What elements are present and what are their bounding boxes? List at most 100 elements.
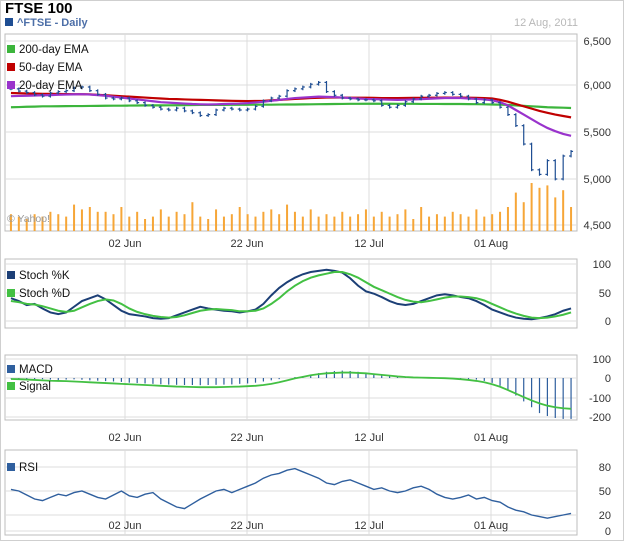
signal-line (10, 371, 572, 410)
volume-bar (286, 204, 289, 231)
volume-bar (183, 214, 186, 231)
volume-bar (65, 216, 68, 231)
volume-bar (522, 202, 525, 231)
y-axis-labels: 6,500 6,000 5,500 5,000 4,500 100 50 0 100 0 -100 -… (583, 36, 611, 538)
ema-line-2 (10, 93, 572, 137)
panel-frames (4, 33, 578, 536)
y-tick-label: 100 (593, 354, 611, 366)
x-tick-label: 12 Jul (354, 238, 383, 250)
volume-bar (562, 190, 565, 231)
legend-swatch-icon (7, 63, 15, 71)
legend-swatch-icon (7, 463, 15, 471)
volume-bar (167, 216, 170, 231)
x-tick-label: 12 Jul (354, 432, 383, 444)
x-tick-label: 22 Jun (230, 432, 263, 444)
legend-swatch-icon (7, 365, 15, 373)
rsi-line (10, 467, 572, 519)
volume-bar (325, 214, 328, 231)
macd-panel (10, 370, 572, 419)
volume-bar (333, 216, 336, 231)
y-tick-label: 0 (605, 526, 611, 538)
volume-bars (9, 183, 573, 231)
volume-bar (120, 207, 123, 231)
legend-label: MACD (19, 364, 53, 376)
volume-bar (88, 207, 91, 231)
ema-lines (10, 91, 572, 137)
volume-bar (570, 207, 573, 231)
volume-bar (459, 214, 462, 231)
legend-label: RSI (19, 462, 38, 474)
panel-rsi (4, 449, 578, 536)
volume-bar (396, 214, 399, 231)
volume-bar (104, 211, 107, 231)
volume-bar (546, 185, 549, 231)
y-tick-label: 6,500 (583, 36, 611, 48)
volume-bar (17, 216, 20, 231)
ticker-swatch-icon (5, 18, 13, 26)
volume-bar (428, 216, 431, 231)
volume-bar (80, 209, 83, 231)
volume-bar (33, 214, 36, 231)
volume-bar (357, 214, 360, 231)
x-tick-label: 01 Aug (474, 238, 508, 250)
volume-bar (222, 216, 225, 231)
volume-bar (207, 219, 210, 231)
legend-label: 50-day EMA (19, 62, 83, 74)
legend-swatch-icon (7, 289, 15, 297)
legend-swatch-icon (7, 271, 15, 279)
x-tick-label: 02 Jun (108, 520, 141, 532)
x-tick-label: 22 Jun (230, 238, 263, 250)
volume-bar (159, 209, 162, 231)
volume-bar (341, 211, 344, 231)
volume-bar (514, 192, 517, 231)
x-tick-label: 02 Jun (108, 238, 141, 250)
volume-bar (309, 209, 312, 231)
volume-bar (25, 219, 28, 231)
legend-entries: 200-day EMA 50-day EMA 20-day EMA Stoch %K S… (7, 44, 89, 474)
rsi-line-path (10, 467, 572, 519)
y-tick-label: 6,000 (583, 80, 611, 92)
y-tick-label: 20 (599, 510, 611, 522)
volume-bar (443, 216, 446, 231)
volume-bar (57, 214, 60, 231)
y-tick-label: 0 (605, 373, 611, 385)
volume-bar (270, 209, 273, 231)
legend-label: 200-day EMA (19, 44, 89, 56)
volume-bar (349, 216, 352, 231)
volume-bar (420, 207, 423, 231)
x-tick-label: 02 Jun (108, 432, 141, 444)
volume-bar (73, 204, 76, 231)
y-tick-label: 100 (593, 259, 611, 271)
volume-bar (9, 214, 12, 231)
volume-bar (191, 202, 194, 231)
volume-bar (499, 211, 502, 231)
volume-bar (293, 211, 296, 231)
volume-bar (372, 216, 375, 231)
stoch-line-1 (10, 270, 572, 320)
volume-bar (144, 219, 147, 231)
panel-macd (4, 354, 578, 421)
legend-label: Stoch %D (19, 288, 70, 300)
x-axis-labels: 02 Jun 22 Jun 12 Jul 01 Aug 02 Jun 22 Jun 12 J… (108, 238, 508, 532)
volume-bar (230, 214, 233, 231)
volume-bar (404, 209, 407, 231)
volume-bar (483, 216, 486, 231)
volume-bar (96, 211, 99, 231)
volume-bar (175, 211, 178, 231)
volume-bar (435, 214, 438, 231)
ticker-label: ^FTSE - Daily (17, 17, 88, 29)
yahoo-watermark: © Yahoo! (7, 213, 50, 225)
legend-swatch-icon (7, 382, 15, 390)
y-tick-label: 50 (599, 486, 611, 498)
volume-bar (41, 216, 44, 231)
volume-bar (238, 207, 241, 231)
volume-bar (112, 214, 115, 231)
x-tick-label: 01 Aug (474, 520, 508, 532)
volume-bar (246, 214, 249, 231)
volume-bar (530, 183, 533, 231)
volume-bar (262, 211, 265, 231)
volume-bar (554, 197, 557, 231)
legend-label: Stoch %K (19, 270, 70, 282)
